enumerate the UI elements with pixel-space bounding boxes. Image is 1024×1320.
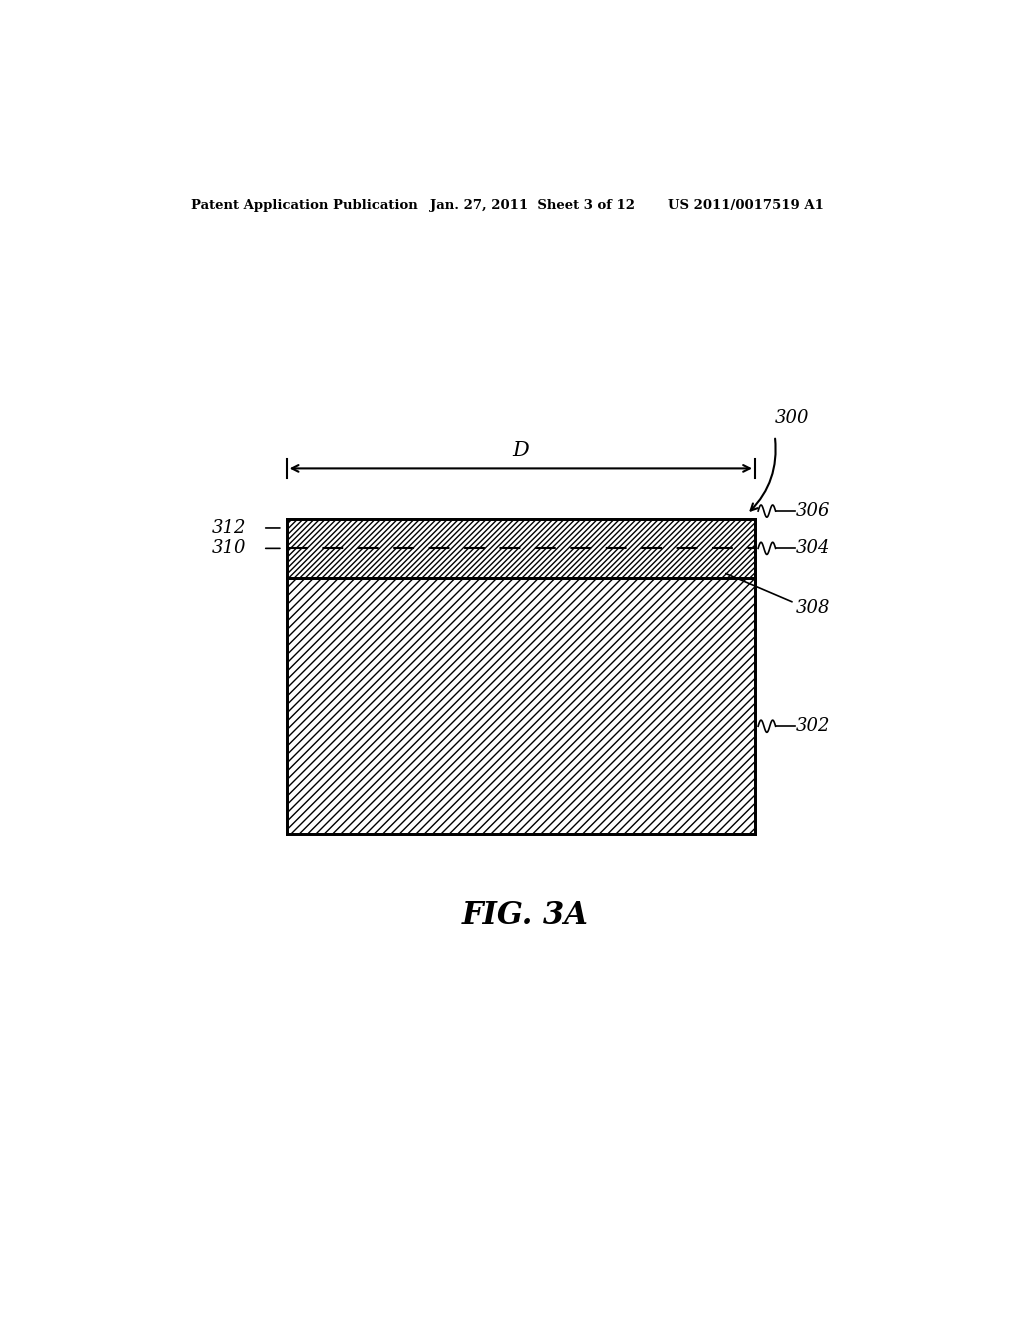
- Text: D: D: [512, 441, 529, 461]
- Text: FIG. 3A: FIG. 3A: [462, 900, 588, 931]
- Text: US 2011/0017519 A1: US 2011/0017519 A1: [668, 198, 823, 211]
- Text: 302: 302: [797, 717, 830, 735]
- Bar: [287, 578, 755, 834]
- Text: 310: 310: [211, 540, 246, 557]
- Text: 308: 308: [797, 599, 830, 616]
- Text: Patent Application Publication: Patent Application Publication: [191, 198, 418, 211]
- Text: 306: 306: [797, 502, 830, 520]
- Text: 312: 312: [211, 519, 246, 537]
- Text: 304: 304: [797, 540, 830, 557]
- Text: 300: 300: [775, 409, 809, 426]
- Bar: [287, 519, 755, 578]
- Text: Jan. 27, 2011  Sheet 3 of 12: Jan. 27, 2011 Sheet 3 of 12: [430, 198, 635, 211]
